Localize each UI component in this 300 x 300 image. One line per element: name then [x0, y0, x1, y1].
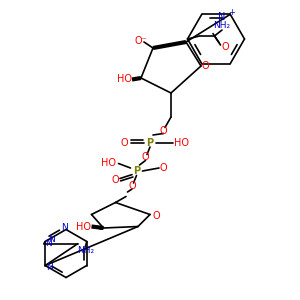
- Text: O: O: [152, 211, 160, 221]
- Text: O: O: [112, 175, 119, 185]
- Text: N: N: [61, 223, 68, 232]
- Text: P: P: [146, 137, 154, 148]
- Text: O⁻: O⁻: [135, 35, 147, 46]
- Text: O: O: [142, 152, 149, 163]
- Text: O: O: [160, 163, 167, 173]
- Text: HO: HO: [76, 221, 92, 232]
- Text: O: O: [128, 181, 136, 191]
- Text: O: O: [221, 41, 229, 52]
- Text: N: N: [45, 238, 52, 247]
- Text: P: P: [133, 166, 140, 176]
- Text: HO: HO: [100, 158, 116, 169]
- Text: O: O: [160, 125, 167, 136]
- Text: HO: HO: [174, 137, 189, 148]
- Text: NH₂: NH₂: [213, 21, 231, 30]
- Text: O: O: [121, 137, 128, 148]
- Text: O: O: [202, 61, 209, 71]
- Text: HO: HO: [117, 74, 132, 85]
- Text: N: N: [48, 236, 55, 244]
- Text: +: +: [228, 8, 235, 17]
- Text: N: N: [218, 12, 226, 22]
- Text: NH₂: NH₂: [77, 246, 94, 255]
- Text: N: N: [46, 262, 53, 272]
